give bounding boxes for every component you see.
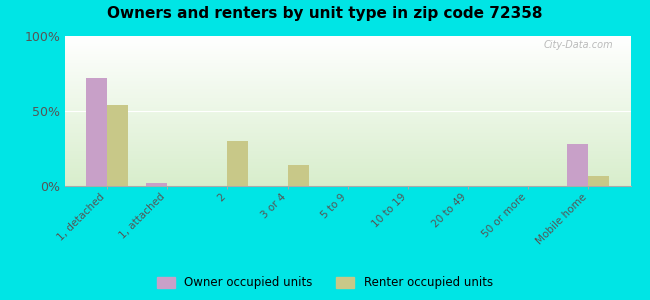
Bar <box>146 183 167 186</box>
Bar <box>227 141 248 186</box>
Text: City-Data.com: City-Data.com <box>544 40 614 50</box>
Bar <box>86 78 107 186</box>
Bar <box>107 105 128 186</box>
Bar <box>567 144 588 186</box>
Text: Owners and renters by unit type in zip code 72358: Owners and renters by unit type in zip c… <box>107 6 543 21</box>
Legend: Owner occupied units, Renter occupied units: Owner occupied units, Renter occupied un… <box>153 272 497 294</box>
Bar <box>588 176 610 186</box>
Bar <box>287 165 309 186</box>
